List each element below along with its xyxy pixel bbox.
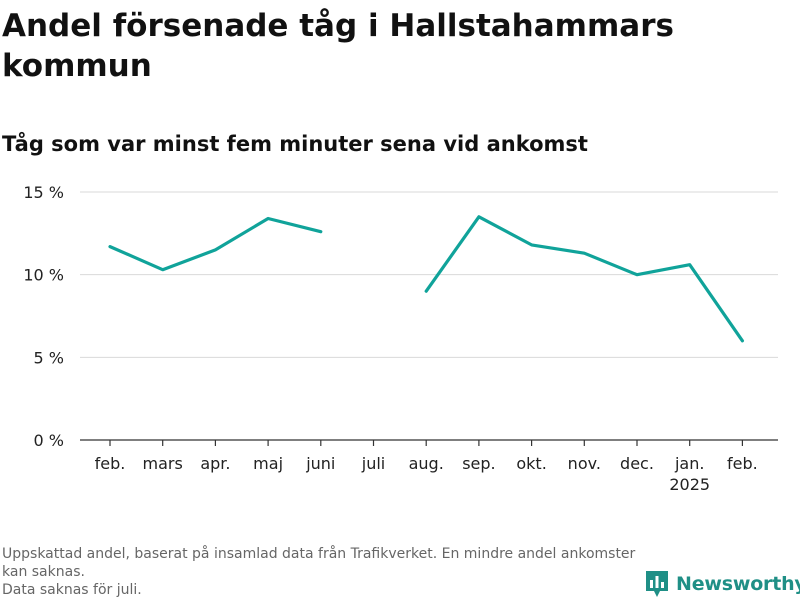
x-tick-labels: feb. mars apr. maj juni juli aug. sep. okt. nov. d… [95,454,758,494]
series-line-segment [424,215,744,343]
y-tick-label: 10 % [23,266,64,285]
data-series [108,215,744,343]
footnotes: Uppskattad andel, baserat på insamlad da… [2,545,642,599]
x-tick-label: nov. [568,454,601,473]
y-tick-label: 5 % [34,348,64,367]
grid-lines [80,191,778,358]
bar-chart-logo-icon [646,571,668,597]
footnote-source: Uppskattad andel, baserat på insamlad da… [2,546,636,580]
x-tick-label: okt. [516,454,546,473]
series-line-segment [108,216,323,272]
x-tick-label: aug. [409,454,444,473]
y-tick-label: 0 % [34,431,64,450]
brand-name: Newsworthy [676,573,800,595]
y-tick-labels: 0 % 5 % 10 % 15 % [23,183,64,450]
x-tick-label: dec. [620,454,654,473]
x-tick-label: mars [143,454,183,473]
x-tick-label: jan. [674,454,704,473]
chart-subtitle: Tåg som var minst fem minuter sena vid a… [2,132,588,156]
x-tick-year-label: 2025 [669,475,710,494]
x-tick-label: juni [305,454,335,473]
x-tick-label: maj [253,454,283,473]
x-tick-label: apr. [200,454,230,473]
x-tick-label: sep. [462,454,495,473]
footnote-missing-data: Data saknas för juli. [2,582,142,598]
line-chart: 0 % 5 % 10 % 15 % feb. mars apr. maj juni juli au… [23,183,778,494]
y-tick-label: 15 % [23,183,64,202]
x-ticks [109,440,744,446]
x-tick-label: juli [361,454,385,473]
chart-title: Andel försenade tåg i Hallstahammars kom… [2,8,674,84]
x-tick-label: feb. [727,454,758,473]
brand-logo: Newsworthy [644,568,800,600]
x-tick-label: feb. [95,454,126,473]
